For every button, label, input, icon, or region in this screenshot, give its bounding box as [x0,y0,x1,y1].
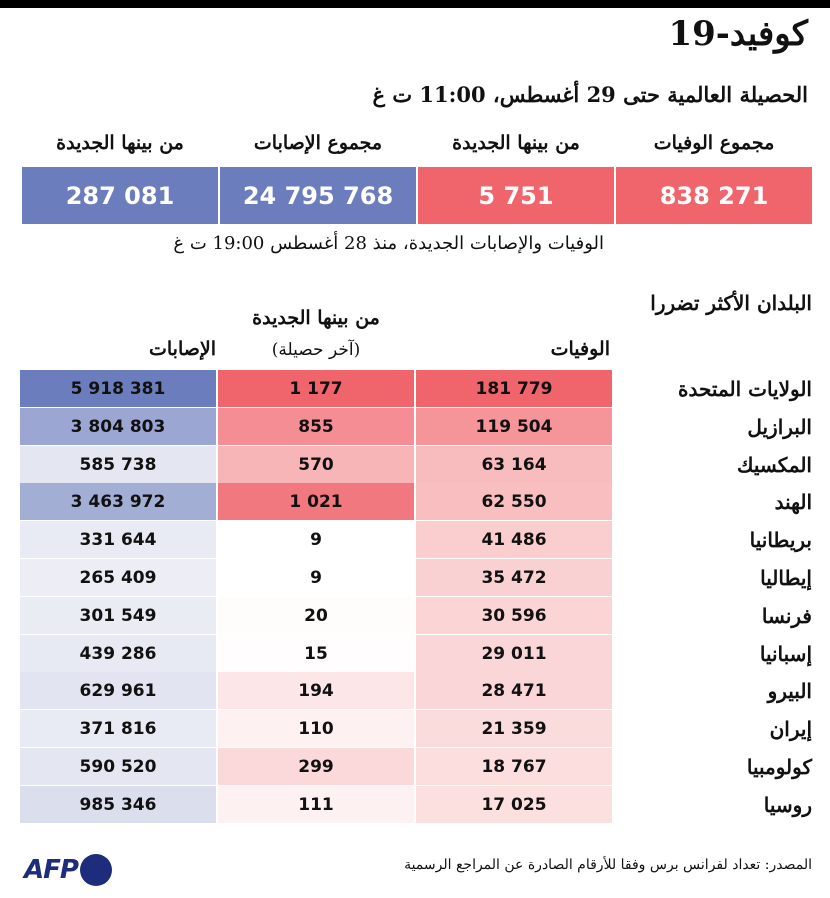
page-title: كوفيد-19 [668,14,808,54]
cases-cell: 265 409 [20,559,216,596]
new-column-subheader: (آخر حصيلة) [271,340,361,360]
section-title: البلدان الأكثر تضررا [650,291,812,315]
new-cases-value: 287 081 [22,167,218,224]
deaths-cell: 181 779 [416,370,612,407]
country-name: البرازيل [747,414,812,439]
country-name: الهند [774,489,812,514]
new-cell: 9 [218,559,414,596]
afp-logo-text: AFP [24,855,79,885]
new-cases-label: من بينها الجديدة [56,132,184,154]
deaths-cell: 63 164 [416,446,612,483]
country-name: إيران [769,716,812,741]
new-cell: 194 [218,672,414,709]
deaths-cell: 62 550 [416,483,612,520]
time-note: الوفيات والإصابات الجديدة، منذ 28 أغسطس … [173,233,604,254]
new-cell: 15 [218,635,414,672]
new-deaths-label: من بينها الجديدة [452,132,580,154]
new-cell: 1 021 [218,483,414,520]
country-name: فرنسا [761,603,812,628]
total-deaths-value: 838 271 [616,167,812,224]
new-cell: 20 [218,597,414,634]
total-deaths-label: مجموع الوفيات [653,132,775,154]
country-name: المكسيك [737,452,812,477]
country-name: روسيا [763,792,812,817]
new-cell: 299 [218,748,414,785]
new-cell: 9 [218,521,414,558]
new-cell: 570 [218,446,414,483]
deaths-cell: 28 471 [416,672,612,709]
new-deaths-value: 5 751 [418,167,614,224]
country-name: الولايات المتحدة [678,376,812,401]
afp-logo: AFP [24,853,112,887]
cases-cell: 301 549 [20,597,216,634]
new-cell: 110 [218,710,414,747]
source-note: المصدر: تعداد لفرانس برس وفقا للأرقام ال… [404,857,812,873]
cases-column-header: الإصابات [148,338,216,360]
total-cases-value: 24 795 768 [220,167,416,224]
cases-cell: 3 804 803 [20,408,216,445]
deaths-cell: 41 486 [416,521,612,558]
cases-cell: 3 463 972 [20,483,216,520]
top-bar [0,0,830,8]
afp-logo-dot-icon [79,854,112,886]
cases-cell: 590 520 [20,748,216,785]
cases-cell: 439 286 [20,635,216,672]
cases-cell: 331 644 [20,521,216,558]
deaths-cell: 17 025 [416,786,612,823]
deaths-cell: 30 596 [416,597,612,634]
deaths-cell: 119 504 [416,408,612,445]
country-name: بريطانيا [749,527,812,552]
new-cell: 855 [218,408,414,445]
cases-cell: 985 346 [20,786,216,823]
deaths-cell: 29 011 [416,635,612,672]
country-name: كولومبيا [746,754,812,779]
new-cell: 1 177 [218,370,414,407]
cases-cell: 629 961 [20,672,216,709]
cases-cell: 5 918 381 [20,370,216,407]
page-subtitle: الحصيلة العالمية حتى 29 أغسطس، 11:00 ت غ [372,82,808,107]
deaths-cell: 21 359 [416,710,612,747]
country-name: إيطاليا [760,565,812,590]
total-cases-label: مجموع الإصابات [253,132,383,154]
deaths-cell: 18 767 [416,748,612,785]
cases-cell: 371 816 [20,710,216,747]
deaths-cell: 35 472 [416,559,612,596]
new-cell: 111 [218,786,414,823]
deaths-column-header: الوفيات [550,338,610,360]
new-column-header: من بينها الجديدة [252,307,380,329]
cases-cell: 585 738 [20,446,216,483]
country-name: البيرو [767,678,812,703]
country-name: إسبانيا [759,641,812,666]
